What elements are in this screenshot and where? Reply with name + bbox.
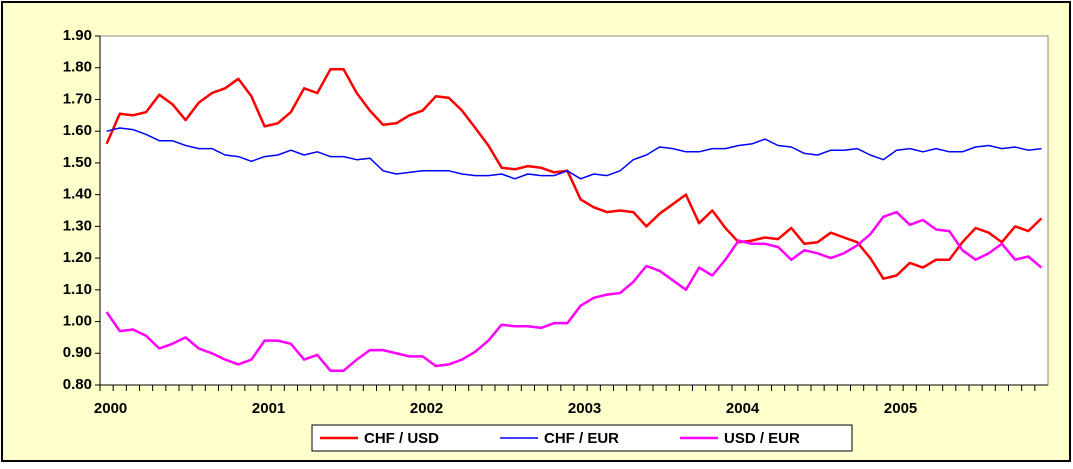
y-tick-label: 0.90 [63,344,92,361]
legend-box [311,424,853,452]
y-tick-label: 1.10 [63,281,92,298]
x-tick-label: 2004 [726,400,760,417]
legend-label: USD / EUR [724,430,800,447]
x-tick-label: 2003 [568,400,601,417]
x-tick-label: 2002 [410,400,443,417]
y-tick-label: 1.30 [63,217,92,234]
legend-label: CHF / EUR [544,430,619,447]
x-tick-label: 2000 [94,400,127,417]
x-tick-label: 2001 [252,400,285,417]
y-tick-label: 1.40 [63,186,92,203]
x-tick-label: 2005 [884,400,917,417]
y-tick-label: 1.00 [63,313,92,330]
y-tick-label: 1.90 [63,27,92,44]
y-tick-label: 1.50 [63,154,92,171]
y-tick-label: 1.20 [63,249,92,266]
series-line [105,68,1043,280]
legend-label: CHF / USD [364,430,439,447]
plot-area [99,35,1049,386]
y-tick-label: 0.80 [63,376,92,393]
series-line [106,127,1042,180]
y-tick-label: 1.60 [63,122,92,139]
y-tick-label: 1.80 [63,59,92,76]
y-tick-label: 1.70 [63,90,92,107]
series-line [105,210,1043,372]
